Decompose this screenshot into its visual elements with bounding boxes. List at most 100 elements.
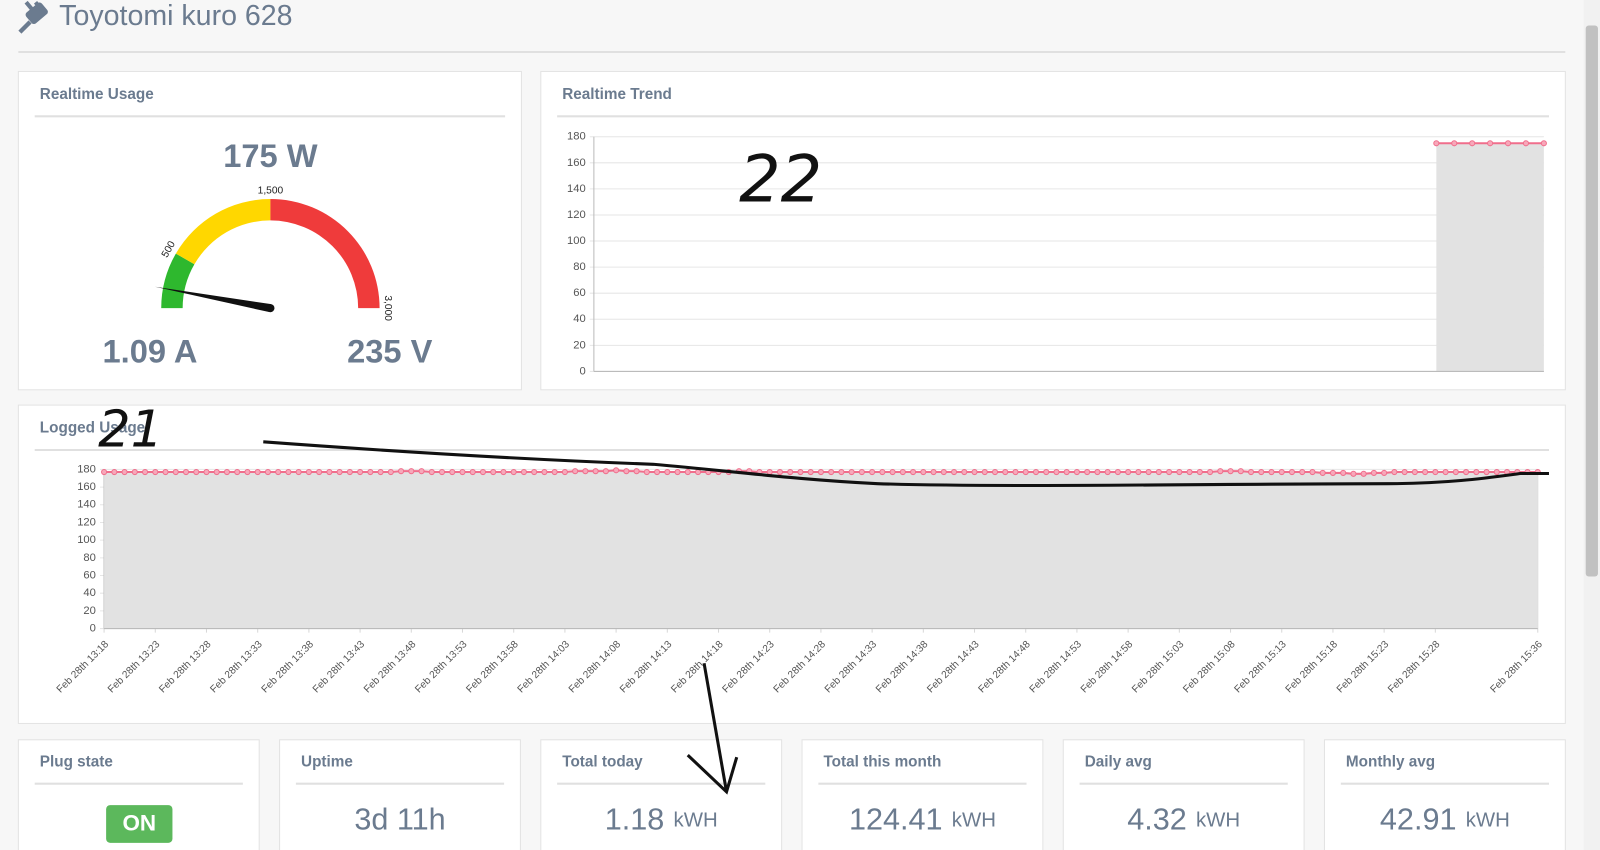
plug-icon	[18, 0, 48, 34]
gauge-band	[161, 253, 195, 309]
point	[961, 468, 968, 476]
point	[285, 468, 292, 476]
card-title: Plug state	[40, 753, 113, 770]
stat-card	[279, 739, 521, 850]
gauge-tick-label: 3,000	[382, 295, 393, 321]
point	[787, 468, 794, 476]
point	[582, 468, 589, 475]
annotation: 21	[98, 401, 163, 460]
y-tick-label: 100	[567, 235, 586, 247]
realtime-trend-panel	[540, 70, 1566, 391]
point	[1125, 468, 1132, 476]
point	[141, 468, 149, 476]
point	[1370, 469, 1377, 476]
point	[131, 468, 138, 476]
point	[889, 468, 896, 476]
point	[981, 468, 988, 476]
point	[817, 468, 824, 476]
point	[1451, 140, 1458, 147]
point	[1237, 468, 1244, 475]
point	[1114, 468, 1121, 476]
point	[254, 468, 261, 476]
point	[479, 468, 487, 476]
point	[449, 468, 456, 476]
point	[316, 468, 323, 476]
point	[275, 468, 282, 476]
point	[223, 468, 231, 476]
point	[1176, 468, 1183, 476]
point	[950, 468, 958, 476]
point	[152, 468, 159, 476]
point	[899, 468, 906, 476]
panel-title: Logged Usage	[40, 420, 145, 437]
point	[1522, 140, 1530, 147]
point	[1442, 468, 1449, 476]
y-tick-label: 60	[83, 569, 95, 581]
point	[182, 468, 190, 476]
card-unit: kWH	[674, 810, 718, 832]
card-value: 4.32	[1127, 803, 1187, 837]
point	[203, 468, 210, 476]
point	[408, 468, 415, 475]
y-tick-label: 180	[567, 131, 586, 143]
annotation-stroke	[263, 440, 1549, 488]
state-badge	[106, 805, 173, 843]
point	[776, 468, 784, 476]
current-value: 1.09 A	[103, 333, 198, 370]
point	[1278, 468, 1285, 476]
y-tick-label: 0	[579, 365, 585, 377]
gauge-band	[270, 198, 380, 309]
point	[1053, 468, 1060, 476]
point	[930, 468, 937, 476]
point	[694, 468, 702, 476]
point	[910, 468, 917, 476]
point	[101, 468, 108, 476]
y-tick-label: 100	[77, 534, 96, 546]
point	[490, 468, 497, 476]
card-title: Uptime	[301, 753, 353, 770]
point	[1401, 468, 1408, 476]
point	[1329, 469, 1337, 476]
y-tick-label: 140	[567, 183, 586, 195]
point	[797, 468, 804, 476]
point	[561, 468, 568, 476]
point	[1258, 468, 1265, 476]
point	[1022, 468, 1029, 476]
point	[193, 468, 200, 476]
card-title: Total today	[562, 753, 643, 770]
point	[592, 468, 599, 475]
point	[1073, 468, 1080, 476]
card-value-group: 4.32 kWH	[1127, 803, 1240, 837]
y-tick-label: 160	[567, 157, 586, 169]
point	[111, 468, 118, 476]
point	[684, 468, 691, 476]
point	[541, 468, 548, 476]
card-unit: kWH	[1466, 810, 1510, 832]
stat-card	[801, 739, 1044, 850]
point	[264, 468, 271, 476]
point	[1268, 468, 1275, 476]
y-tick-label: 0	[90, 623, 96, 635]
card-value: 1.18	[605, 803, 665, 837]
point	[500, 468, 507, 476]
point	[172, 468, 179, 476]
point	[1299, 468, 1306, 476]
point	[869, 468, 876, 476]
point	[664, 468, 671, 476]
point	[1473, 468, 1480, 476]
point	[1002, 468, 1009, 476]
point	[295, 468, 302, 476]
y-tick-label: 40	[573, 313, 585, 325]
stat-card	[1062, 739, 1305, 850]
card-value-group: 1.18 kWH	[605, 803, 718, 837]
point	[1319, 469, 1326, 476]
card-value: 124.41	[849, 803, 943, 837]
point	[613, 467, 620, 474]
point	[1452, 468, 1459, 476]
y-tick-label: 80	[83, 552, 95, 564]
card-title: Total this month	[823, 753, 941, 770]
point	[244, 468, 251, 476]
point	[438, 468, 446, 476]
scrollbar-thumb[interactable]	[1585, 25, 1598, 577]
point	[459, 468, 466, 476]
